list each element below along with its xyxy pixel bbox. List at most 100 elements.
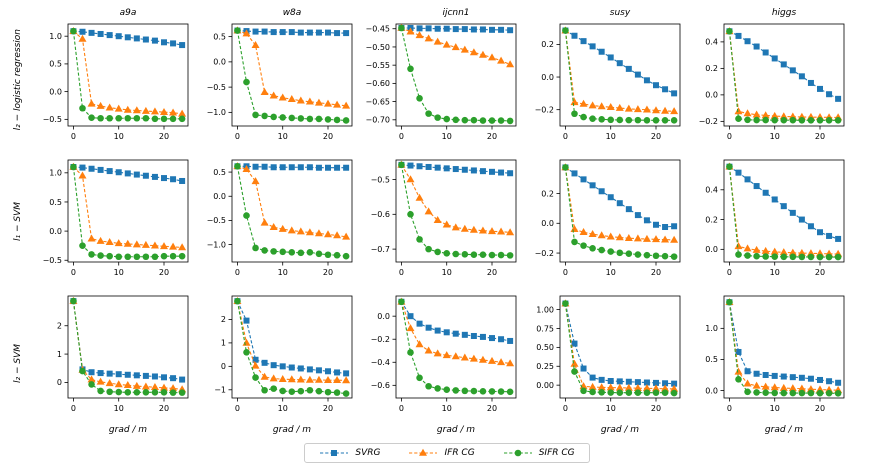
svg-text:10: 10 xyxy=(770,404,780,413)
plot-frame xyxy=(231,159,353,263)
svg-text:1: 1 xyxy=(221,339,226,348)
series-sifr-cg xyxy=(562,300,678,397)
series-svrg xyxy=(398,25,514,34)
y-axis-ticks: −0.5 −0.6 −0.7 xyxy=(371,175,396,254)
svg-text:20: 20 xyxy=(159,268,169,277)
series-ifr-cg xyxy=(233,162,351,240)
svg-text:−0.6: −0.6 xyxy=(371,381,390,390)
series-ifr-cg xyxy=(725,27,843,121)
svg-text:10: 10 xyxy=(606,268,616,277)
svg-text:0: 0 xyxy=(235,268,240,277)
x-axis-label: grad / m xyxy=(764,425,804,435)
x-axis-ticks: 0 10 20 xyxy=(235,126,333,141)
y-axis-ticks: 0.2 0.0 −0.2 xyxy=(535,40,560,114)
plot-frame xyxy=(723,23,845,127)
svg-text:10: 10 xyxy=(278,132,288,141)
svg-text:−0.2: −0.2 xyxy=(535,105,554,114)
legend-item-ifr-cg: IFR CG xyxy=(408,448,475,458)
plot-frame xyxy=(723,295,845,399)
svg-text:0.0: 0.0 xyxy=(213,58,226,67)
y-axis-ticks: 1.00 0.75 0.50 0.25 0.00 xyxy=(536,305,560,390)
subplot-cell-higgs-row3: 1.0 0.5 0.0 0 10 20 grad / m xyxy=(684,292,848,436)
row-ylabel: l₂ − logistic regression xyxy=(8,7,28,152)
plot-row-l₂-−-svm: l₂ − SVM 2 1 0 0 10 20 grad / m 2 1 0 −1 0 10 20 grad /… xyxy=(8,292,870,436)
svg-text:0.5: 0.5 xyxy=(213,168,226,177)
svg-text:−0.70: −0.70 xyxy=(365,116,390,125)
series-svrg xyxy=(234,27,350,37)
svg-text:0.0: 0.0 xyxy=(705,386,718,395)
svg-text:0: 0 xyxy=(399,404,404,413)
y-axis-ticks: −0.45 −0.50 −0.55 −0.60 −0.65 −0.70 xyxy=(365,25,396,125)
subplot-ijcnn1-l2-logistic-regression: −0.45 −0.50 −0.55 −0.60 −0.65 −0.70 0 10 20 xyxy=(365,23,517,141)
subplot-cell-a9a-row1: a9a 1.0 0.5 0.0 −0.5 0 10 20 xyxy=(28,7,192,152)
svg-text:−0.5: −0.5 xyxy=(43,256,62,265)
plot-frame xyxy=(231,295,353,399)
svg-text:0: 0 xyxy=(235,404,240,413)
legend-row: SVRG IFR CG SIFR CG xyxy=(24,443,870,463)
svg-text:20: 20 xyxy=(159,404,169,413)
svg-text:10: 10 xyxy=(278,404,288,413)
plot-row-l₁-−-svm: l₁ − SVM 1.0 0.5 0.0 −0.5 0 10 20 0.5 0.0 −0.5 −1.0… xyxy=(8,156,870,288)
subplot-cell-a9a-row3: 2 1 0 0 10 20 grad / m xyxy=(28,292,192,436)
svg-text:0.2: 0.2 xyxy=(541,40,554,49)
svg-text:20: 20 xyxy=(651,268,661,277)
series-svrg xyxy=(70,298,186,383)
svg-text:0: 0 xyxy=(221,362,226,371)
svg-text:20: 20 xyxy=(487,132,497,141)
series-sifr-cg xyxy=(398,24,514,125)
plot-frame xyxy=(723,159,845,263)
svg-text:−0.5: −0.5 xyxy=(207,216,226,225)
svg-text:0.2: 0.2 xyxy=(705,215,718,224)
subplot-title-higgs: higgs xyxy=(771,8,797,18)
row-ylabel-text: l₁ − SVM xyxy=(13,202,23,242)
svg-text:10: 10 xyxy=(770,132,780,141)
svg-text:10: 10 xyxy=(278,268,288,277)
series-ifr-cg xyxy=(397,297,515,367)
x-axis-ticks: 0 10 20 xyxy=(399,126,497,141)
svg-text:10: 10 xyxy=(606,404,616,413)
series-ifr-cg xyxy=(561,299,679,392)
series-sifr-cg xyxy=(70,27,186,123)
svg-text:0.0: 0.0 xyxy=(541,73,554,82)
svg-text:0: 0 xyxy=(399,132,404,141)
x-axis-ticks: 0 10 20 xyxy=(71,126,169,141)
series-sifr-cg xyxy=(234,27,350,124)
legend-item-sifr-cg: SIFR CG xyxy=(503,448,575,458)
svg-text:−0.65: −0.65 xyxy=(365,97,390,106)
plot-frame xyxy=(67,23,189,127)
y-axis-ticks: 0.5 0.0 −0.5 −1.0 xyxy=(207,168,232,249)
subplot-higgs-l2-svm: 1.0 0.5 0.0 0 10 20 xyxy=(705,295,845,413)
svg-text:0.0: 0.0 xyxy=(377,312,390,321)
row-ylabel-text: l₂ − logistic regression xyxy=(13,28,23,131)
series-svrg xyxy=(726,163,842,242)
series-ifr-cg xyxy=(233,26,351,109)
legend-label: IFR CG xyxy=(444,448,475,458)
svg-text:10: 10 xyxy=(770,268,780,277)
subplot-higgs-l1-svm: 0.4 0.2 0.0 0 10 20 xyxy=(705,159,845,277)
svg-text:0.75: 0.75 xyxy=(536,324,554,333)
svg-text:−1.0: −1.0 xyxy=(207,240,226,249)
circle-glyph xyxy=(514,449,522,457)
svg-text:1.00: 1.00 xyxy=(536,305,554,314)
subplot-cell-ijcnn1-row2: −0.5 −0.6 −0.7 0 10 20 xyxy=(356,156,520,288)
svg-text:10: 10 xyxy=(114,404,124,413)
subplot-cell-a9a-row2: 1.0 0.5 0.0 −0.5 0 10 20 xyxy=(28,156,192,288)
svg-text:−0.45: −0.45 xyxy=(365,25,390,34)
subplot-ijcnn1-l2-svm: 0.0 −0.2 −0.4 −0.6 0 10 20 xyxy=(371,295,517,413)
svg-text:0.00: 0.00 xyxy=(536,381,554,390)
svg-text:0.0: 0.0 xyxy=(705,91,718,100)
svg-text:10: 10 xyxy=(114,132,124,141)
x-axis-label: grad / m xyxy=(436,425,476,435)
svg-text:20: 20 xyxy=(487,268,497,277)
x-axis-ticks: 0 10 20 xyxy=(727,126,825,141)
subplot-a9a-l2-logistic-regression: 1.0 0.5 0.0 −0.5 0 10 20 xyxy=(43,23,189,141)
svg-text:20: 20 xyxy=(815,404,825,413)
series-sifr-cg xyxy=(726,27,842,124)
triangle-glyph xyxy=(419,448,428,456)
plot-frame xyxy=(67,159,189,263)
plot-frame xyxy=(395,159,517,263)
svg-text:−0.60: −0.60 xyxy=(365,79,390,88)
x-axis-ticks: 0 10 20 xyxy=(563,126,661,141)
svg-text:−1.0: −1.0 xyxy=(207,108,226,117)
svg-text:0.5: 0.5 xyxy=(49,198,62,207)
